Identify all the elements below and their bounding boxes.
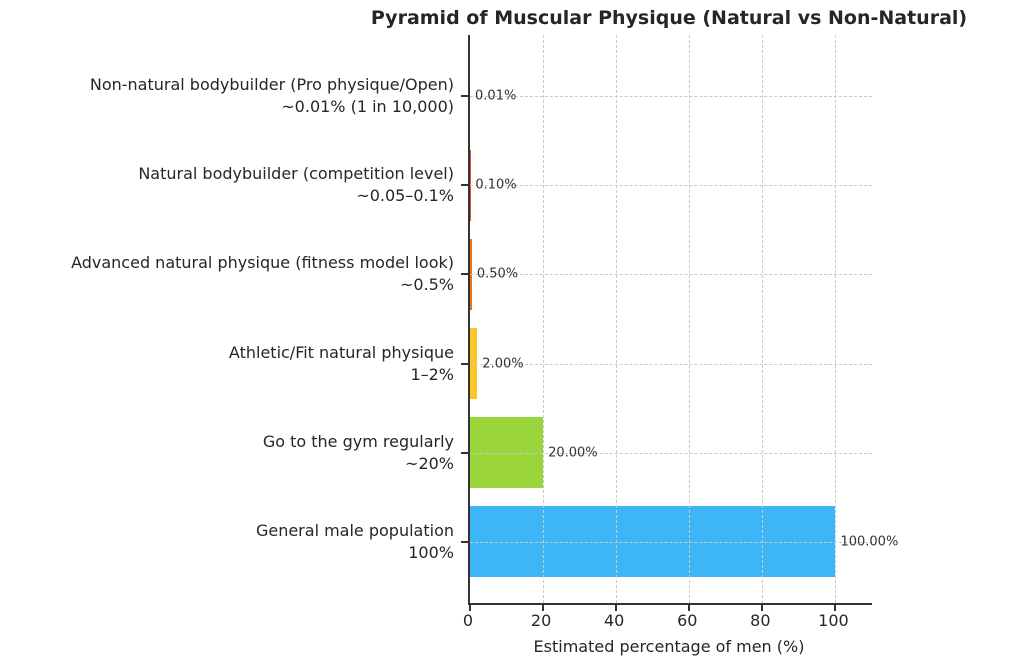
bar-value-label: 0.01% — [475, 88, 517, 104]
category-label-main: Go to the gym regularly — [262, 431, 454, 451]
x-axis-tick — [834, 605, 837, 611]
category-label-sub: ~0.5% — [399, 275, 454, 295]
plot-area: 0.01% 0.10% 0.50% 2.00% 20.00% 100.00% — [461, 35, 898, 611]
category-label: Non-natural bodybuilder (Pro physique/Op… — [90, 74, 454, 118]
grid-line-horizontal — [470, 274, 872, 276]
grid-line-horizontal — [470, 363, 872, 365]
grid-line-horizontal — [470, 452, 872, 454]
grid-line-horizontal — [470, 96, 872, 98]
bar-value-label: 0.50% — [476, 266, 519, 282]
x-axis-tick — [469, 605, 471, 611]
y-axis-tick — [461, 95, 468, 98]
bar-value-label: 2.00% — [482, 356, 524, 371]
x-tick-label: 100 — [818, 611, 849, 630]
y-axis-tick — [461, 362, 468, 365]
grid-line-horizontal — [470, 541, 872, 543]
category-label-main: Non-natural bodybuilder (Pro physique/Op… — [89, 75, 454, 95]
bar-value-label: 0.10% — [475, 177, 517, 193]
category-label: Natural bodybuilder (competition level) ~… — [138, 163, 454, 207]
category-label-sub: ~20% — [405, 453, 454, 473]
category-label: Go to the gym regularly ~20% — [263, 431, 454, 475]
y-axis-tick — [461, 451, 468, 454]
grid-line-vertical — [689, 35, 691, 603]
grid-line-vertical — [835, 35, 837, 603]
x-tick-label: 60 — [677, 611, 698, 630]
y-axis-category-labels: Non-natural bodybuilder (Pro physique/Op… — [0, 35, 458, 603]
category-label: General male population 100% — [256, 520, 454, 564]
bar-value-label: 20.00% — [548, 445, 598, 461]
category-label-sub: ~0.01% (1 in 10,000) — [281, 97, 454, 117]
y-axis-tick — [461, 540, 468, 543]
category-label-sub: 1–2% — [410, 364, 454, 384]
x-tick-label: 80 — [750, 611, 771, 630]
category-label-main: General male population — [255, 520, 454, 540]
x-tick-label: 20 — [530, 611, 552, 630]
x-axis-tick — [542, 605, 545, 611]
x-tick-label: 40 — [603, 611, 625, 630]
category-label-main: Athletic/Fit natural physique — [228, 342, 454, 362]
x-axis-tick-labels: 0 20 40 60 80 100 — [463, 611, 870, 631]
grid-line-vertical — [616, 35, 618, 603]
y-axis-tick — [461, 184, 468, 187]
x-axis-tick — [615, 605, 618, 611]
x-axis-label: Estimated percentage of men (%) — [533, 637, 805, 656]
grid-line-vertical — [762, 35, 764, 603]
bar-value-label: 100.00% — [840, 534, 899, 550]
x-axis-tick — [688, 605, 691, 611]
category-label-sub: 100% — [408, 542, 454, 562]
category-label: Athletic/Fit natural physique 1–2% — [229, 342, 454, 386]
category-label-main: Advanced natural physique (fitness model… — [71, 253, 454, 273]
x-axis-tick — [761, 605, 764, 611]
category-label-sub: ~0.05–0.1% — [356, 186, 454, 206]
bar-3 — [470, 238, 472, 311]
chart-title: Pyramid of Muscular Physique (Natural vs… — [370, 7, 968, 29]
y-axis-tick — [461, 273, 468, 276]
x-tick-label: 0 — [462, 611, 474, 630]
category-label-main: Natural bodybuilder (competition level) — [138, 164, 454, 184]
category-label: Advanced natural physique (fitness model… — [71, 252, 454, 296]
grid-line-horizontal — [470, 185, 872, 187]
grid-line-vertical — [543, 35, 545, 603]
